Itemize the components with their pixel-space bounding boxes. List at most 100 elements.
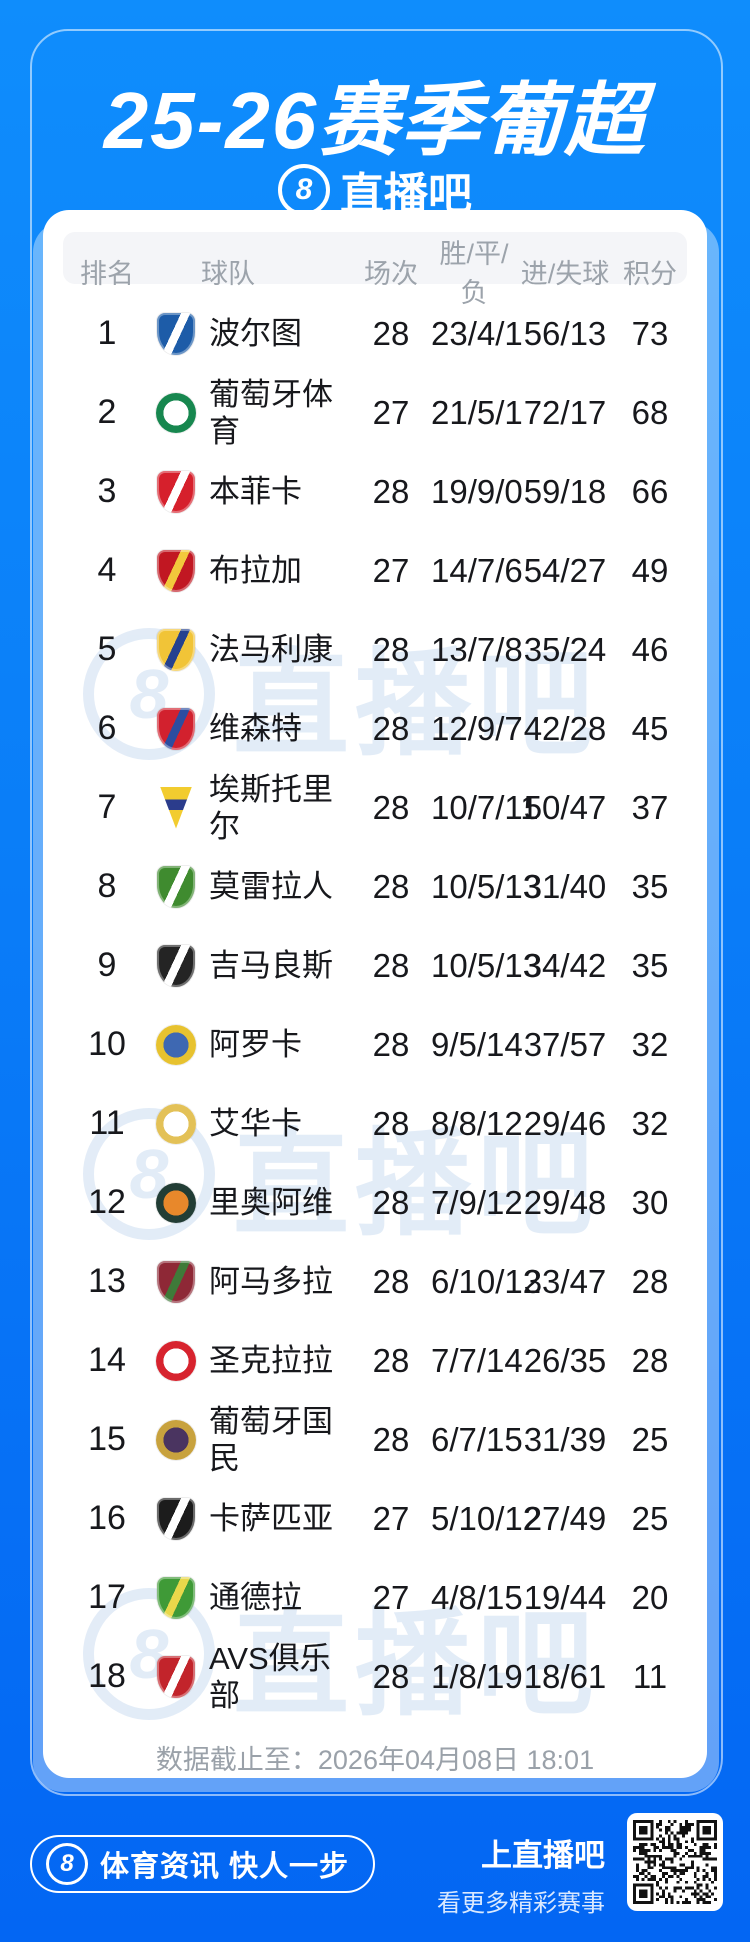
win-draw-loss: 13/7/8	[431, 630, 523, 668]
table-row: 8 莫雷拉人 28 10/5/13 31/40 35	[43, 847, 707, 926]
matches-played: 27	[372, 1499, 410, 1537]
goals-for-against: 42/28	[523, 709, 607, 747]
table-row: 18 AVS俱乐部 28 1/8/19 18/61 11	[43, 1637, 707, 1716]
gil-vicente-crest	[157, 707, 195, 750]
goals-for-against: 29/48	[523, 1183, 607, 1221]
win-draw-loss: 1/8/19	[431, 1657, 523, 1695]
team-name: 艾华卡	[209, 1106, 302, 1141]
points: 68	[631, 393, 669, 431]
matches-played: 28	[372, 1262, 410, 1300]
watermark-logo: 8 直播吧	[83, 610, 599, 778]
team-name: 通德拉	[209, 1580, 302, 1615]
rank: 16	[88, 1499, 126, 1537]
table-row: 3 本菲卡 28 19/9/0 59/18 66	[43, 452, 707, 531]
estoril-crest	[160, 786, 192, 829]
matches-played: 27	[372, 1578, 410, 1616]
rank: 4	[97, 551, 117, 589]
table-rows: 1 波尔图 28 23/4/1 56/13 73 2 葡萄牙体育 27 21/5…	[43, 294, 707, 1716]
win-draw-loss: 12/9/7	[431, 709, 523, 747]
matches-played: 28	[372, 630, 410, 668]
matches-played: 27	[372, 393, 410, 431]
rank: 17	[88, 1578, 126, 1616]
goals-for-against: 72/17	[523, 393, 607, 431]
goals-for-against: 54/27	[523, 551, 607, 589]
matches-played: 28	[372, 1104, 410, 1142]
watermark-text: 直播吧	[233, 1119, 599, 1249]
matches-played: 28	[372, 1183, 410, 1221]
win-draw-loss: 23/4/1	[431, 314, 523, 352]
points: 35	[631, 946, 669, 984]
win-draw-loss: 6/7/15	[431, 1420, 523, 1458]
goals-for-against: 27/49	[523, 1499, 607, 1537]
rank: 8	[97, 867, 117, 905]
nacional-crest	[156, 1419, 196, 1460]
rank: 5	[97, 630, 117, 668]
santa-clara-crest	[156, 1340, 196, 1381]
standings-card: 8 直播吧 8 直播吧 8 直播吧 排名 球队 场次 胜/平/负 进/失球 积分…	[43, 210, 707, 1778]
team-name: AVS俱乐部	[209, 1640, 331, 1713]
matches-played: 28	[372, 472, 410, 510]
page-title: 25-26赛季葡超	[103, 76, 647, 165]
rank: 11	[89, 1104, 125, 1142]
zhibo8-ball-icon: 8	[46, 1843, 88, 1885]
matches-played: 28	[372, 314, 410, 352]
famalicao-crest	[157, 628, 195, 671]
zhibo8-ball-icon: 8	[278, 164, 330, 216]
points: 46	[631, 630, 669, 668]
win-draw-loss: 7/7/14	[431, 1341, 523, 1379]
team-name: 埃斯托里尔	[209, 771, 333, 844]
matches-played: 28	[372, 1341, 410, 1379]
alverca-crest	[156, 1103, 196, 1144]
win-draw-loss: 5/10/12	[431, 1499, 542, 1537]
col-played: 场次	[364, 258, 418, 289]
win-draw-loss: 4/8/15	[431, 1578, 523, 1616]
zhibo8-ball-icon: 8	[83, 1588, 215, 1720]
win-draw-loss: 21/5/1	[431, 393, 523, 431]
team-name: 本菲卡	[209, 474, 302, 509]
points: 32	[631, 1104, 669, 1142]
goals-for-against: 37/57	[523, 1025, 607, 1063]
table-row: 14 圣克拉拉 28 7/7/14 26/35 28	[43, 1321, 707, 1400]
vitoria-guimaraes-crest	[157, 944, 195, 987]
slogan-button[interactable]: 8 体育资讯 快人一步	[30, 1835, 376, 1893]
watermark-text: 直播吧	[233, 1599, 599, 1729]
rank: 18	[88, 1657, 126, 1695]
rank: 9	[97, 946, 117, 984]
win-draw-loss: 14/7/6	[431, 551, 523, 589]
table-row: 2 葡萄牙体育 27 21/5/1 72/17 68	[43, 373, 707, 452]
win-draw-loss: 10/5/13	[431, 867, 542, 905]
points: 35	[631, 867, 669, 905]
qr-code	[627, 1813, 723, 1911]
team-name: 里奥阿维	[209, 1185, 333, 1220]
benfica-crest	[157, 470, 195, 513]
team-name: 维森特	[209, 711, 302, 746]
rank: 10	[88, 1025, 126, 1063]
win-draw-loss: 9/5/14	[431, 1025, 523, 1063]
win-draw-loss: 10/5/13	[431, 946, 542, 984]
avs-crest	[157, 1655, 195, 1698]
points: 20	[631, 1578, 669, 1616]
cta-subtitle: 看更多精彩赛事	[437, 1890, 605, 1917]
win-draw-loss: 10/7/11	[431, 788, 539, 826]
team-name: 圣克拉拉	[209, 1343, 333, 1378]
cta-block: 上直播吧 看更多精彩赛事	[437, 1830, 605, 1918]
matches-played: 28	[372, 709, 410, 747]
team-name: 吉马良斯	[209, 948, 333, 983]
rank: 3	[97, 472, 117, 510]
col-team: 球队	[201, 258, 255, 289]
matches-played: 28	[372, 1657, 410, 1695]
points: 28	[631, 1341, 669, 1379]
win-draw-loss: 7/9/12	[431, 1183, 523, 1221]
table-row: 6 维森特 28 12/9/7 42/28 45	[43, 689, 707, 768]
win-draw-loss: 6/10/12	[431, 1262, 542, 1300]
col-goals: 进/失球	[520, 258, 610, 289]
goals-for-against: 26/35	[523, 1341, 607, 1379]
points: 37	[631, 788, 669, 826]
slogan-text: 体育资讯 快人一步	[100, 1851, 350, 1883]
zhibo8-ball-icon: 8	[83, 628, 215, 760]
win-draw-loss: 8/8/12	[431, 1104, 523, 1142]
table-row: 5 法马利康 28 13/7/8 35/24 46	[43, 610, 707, 689]
points: 25	[631, 1420, 669, 1458]
goals-for-against: 29/46	[523, 1104, 607, 1142]
data-cutoff-note: 数据截止至：2026年04月08日 18:01	[155, 1745, 595, 1775]
